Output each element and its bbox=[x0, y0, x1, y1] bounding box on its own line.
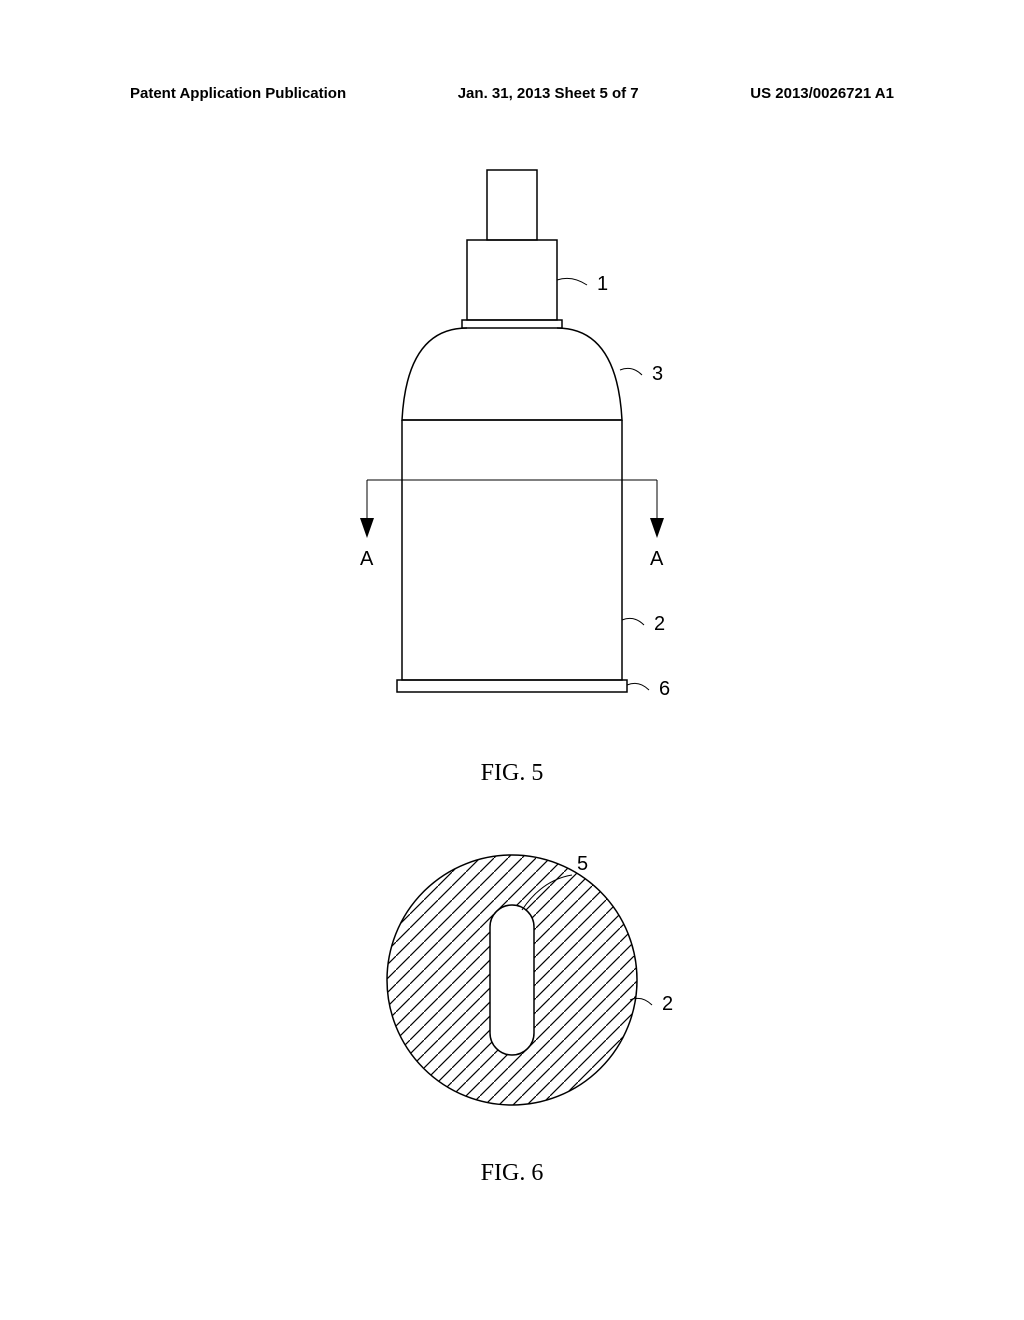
figure-5: 1 3 2 6 A A bbox=[212, 140, 812, 740]
header-publication: Patent Application Publication bbox=[130, 85, 346, 102]
figure-5-svg: 1 3 2 6 A A bbox=[212, 140, 812, 740]
ref-3: 3 bbox=[652, 363, 663, 385]
ref-2-fig6: 2 bbox=[662, 993, 673, 1015]
ref-2: 2 bbox=[654, 613, 665, 635]
section-a-left: A bbox=[360, 548, 374, 570]
header-date-sheet: Jan. 31, 2013 Sheet 5 of 7 bbox=[458, 85, 639, 102]
header-patent-number: US 2013/0026721 A1 bbox=[750, 85, 894, 102]
figure-6-label: FIG. 6 bbox=[481, 1160, 544, 1187]
ref-1: 1 bbox=[597, 273, 608, 295]
figure-6: 5 2 bbox=[312, 830, 712, 1130]
figure-6-svg: 5 2 bbox=[312, 830, 712, 1130]
section-a-right: A bbox=[650, 548, 664, 570]
page-header: Patent Application Publication Jan. 31, … bbox=[0, 85, 1024, 102]
ref-5: 5 bbox=[577, 853, 588, 875]
figure-5-label: FIG. 5 bbox=[481, 760, 544, 787]
ref-6: 6 bbox=[659, 678, 670, 700]
